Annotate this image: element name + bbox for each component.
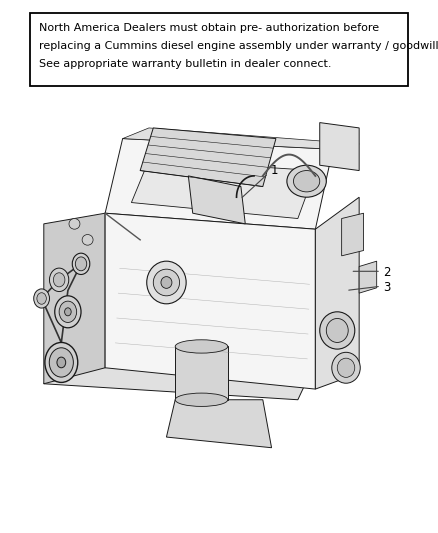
Ellipse shape (57, 357, 66, 368)
Text: North America Dealers must obtain pre- authorization before: North America Dealers must obtain pre- a… (39, 23, 380, 34)
Polygon shape (105, 213, 315, 389)
Polygon shape (175, 346, 228, 400)
Ellipse shape (53, 273, 65, 287)
Ellipse shape (147, 261, 186, 304)
Ellipse shape (45, 342, 78, 383)
Bar (30, 13, 408, 86)
Polygon shape (131, 160, 315, 219)
Polygon shape (315, 197, 359, 389)
Polygon shape (342, 213, 364, 256)
Ellipse shape (175, 393, 228, 406)
Ellipse shape (59, 301, 77, 322)
Ellipse shape (287, 165, 326, 197)
Polygon shape (320, 123, 359, 171)
Polygon shape (188, 176, 245, 224)
Ellipse shape (82, 235, 93, 245)
Ellipse shape (65, 308, 71, 316)
Polygon shape (105, 139, 333, 229)
Text: 1: 1 (271, 164, 278, 177)
Ellipse shape (37, 293, 46, 304)
Ellipse shape (72, 253, 90, 274)
Text: 2: 2 (383, 266, 391, 279)
Ellipse shape (337, 358, 355, 377)
Ellipse shape (161, 277, 172, 288)
Ellipse shape (34, 289, 49, 308)
Polygon shape (166, 400, 272, 448)
Ellipse shape (175, 340, 228, 353)
Polygon shape (44, 346, 315, 400)
Ellipse shape (320, 312, 355, 349)
Ellipse shape (69, 219, 80, 229)
Ellipse shape (49, 268, 69, 292)
Ellipse shape (326, 318, 348, 343)
Ellipse shape (293, 171, 320, 192)
Ellipse shape (332, 352, 360, 383)
Ellipse shape (55, 296, 81, 328)
Polygon shape (44, 213, 105, 384)
Text: replacing a Cummins diesel engine assembly under warranty / goodwill.: replacing a Cummins diesel engine assemb… (39, 41, 438, 51)
Text: See appropriate warranty bulletin in dealer connect.: See appropriate warranty bulletin in dea… (39, 59, 332, 69)
Text: 3: 3 (383, 281, 391, 294)
Polygon shape (123, 128, 359, 149)
Ellipse shape (49, 348, 74, 377)
Ellipse shape (153, 269, 180, 296)
Polygon shape (359, 261, 377, 293)
Ellipse shape (75, 257, 87, 271)
Polygon shape (140, 128, 276, 187)
